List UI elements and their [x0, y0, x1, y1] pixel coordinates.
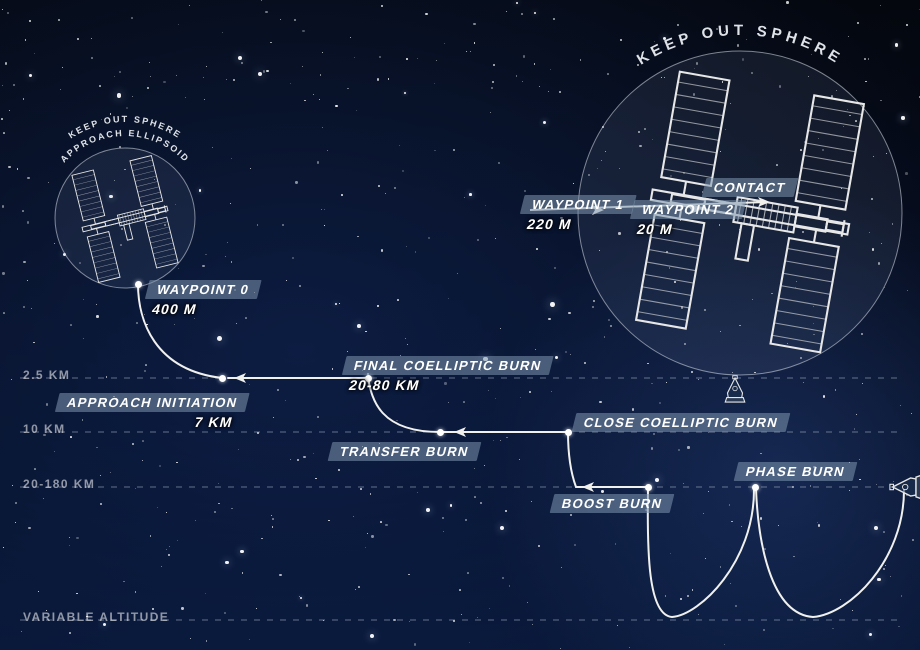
label-wp0: WAYPOINT 0 400 M: [140, 280, 261, 317]
waypoint-node-transfer: [437, 429, 444, 436]
label-chip: CLOSE COELLIPTIC BURN: [572, 413, 791, 432]
label-chip: TRANSFER BURN: [328, 442, 482, 461]
label-chip: BOOST BURN: [550, 494, 675, 513]
label-chip: WAYPOINT 0: [145, 280, 262, 299]
label-wp2: WAYPOINT 2 20 M: [625, 200, 746, 237]
label-chip: PHASE BURN: [734, 462, 858, 481]
label-boost: BOOST BURN: [550, 494, 675, 513]
label-sub: 7 KM: [189, 414, 245, 430]
capsule-icon: [890, 475, 920, 498]
waypoint-node-close: [565, 429, 572, 436]
label-final: FINAL COELLIPTIC BURN 20-80 KM: [337, 356, 554, 393]
label-chip: WAYPOINT 2: [630, 200, 747, 219]
altitude-label: VARIABLE ALTITUDE: [23, 610, 169, 624]
label-transfer: TRANSFER BURN: [328, 442, 482, 461]
waypoint-node-boost: [645, 484, 652, 491]
waypoint-node-wp0: [135, 281, 142, 288]
altitude-label: 2.5 KM: [23, 368, 70, 382]
label-chip: CONTACT: [702, 178, 798, 197]
label-sub: 400 M: [140, 301, 203, 317]
label-sub: 20 M: [625, 221, 679, 237]
label-phase: PHASE BURN: [734, 462, 858, 481]
label-wp1: WAYPOINT 1 220 M: [515, 195, 636, 232]
diagram-stage: APPROACH ELLIPSOIDKEEP OUT SPHEREKEEP OU…: [0, 0, 920, 650]
label-sub: 220 M: [515, 216, 578, 232]
keep-out-spheres: [55, 51, 902, 375]
capsule-icon: [725, 376, 745, 402]
altitude-label: 20-180 KM: [23, 477, 95, 491]
label-approach: APPROACH INITIATION 7 KM: [50, 393, 250, 430]
label-chip: FINAL COELLIPTIC BURN: [342, 356, 554, 375]
label-contact: CONTACT: [702, 178, 798, 197]
label-chip: APPROACH INITIATION: [55, 393, 250, 412]
overlay-svg: APPROACH ELLIPSOIDKEEP OUT SPHEREKEEP OU…: [0, 0, 920, 650]
label-close: CLOSE COELLIPTIC BURN: [572, 413, 791, 432]
waypoint-node-approach: [219, 375, 226, 382]
waypoint-node-phase: [752, 484, 759, 491]
label-chip: WAYPOINT 1: [520, 195, 637, 214]
label-sub: 20-80 KM: [337, 377, 425, 393]
